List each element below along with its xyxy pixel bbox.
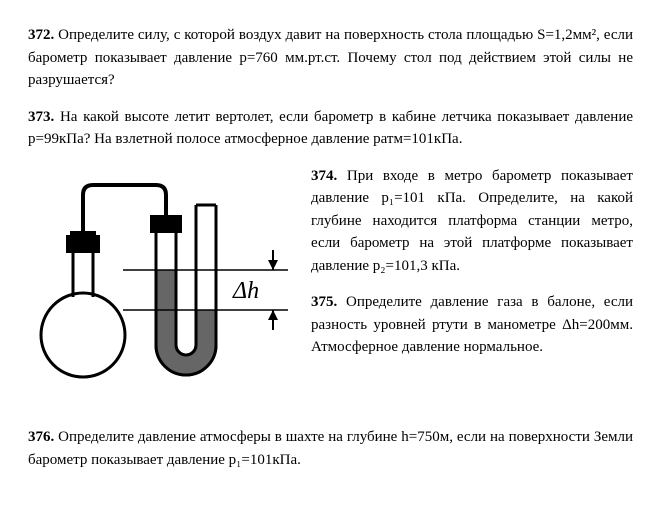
- problem-number: 373.: [28, 109, 54, 125]
- problem-373: 373. На какой высоте летит вертолет, есл…: [28, 106, 633, 151]
- problem-374: 374. При входе в метро барометр показыва…: [311, 165, 633, 278]
- problem-text: Определите давление газа в балоне, если …: [311, 294, 633, 355]
- delta-h-label: Δh: [232, 278, 259, 304]
- problem-375: 375. Определите давление газа в балоне, …: [311, 291, 633, 359]
- manometer-svg: Δh: [28, 165, 293, 405]
- text-column: 374. При входе в метро барометр показыва…: [311, 165, 633, 373]
- problem-number: 374.: [311, 168, 337, 184]
- problem-text: При входе в метро барометр показывает да…: [311, 168, 633, 274]
- problem-number: 376.: [28, 429, 54, 445]
- manometer-figure: Δh: [28, 165, 293, 413]
- problem-text: Определите силу, с которой воздух давит …: [28, 27, 633, 88]
- problem-text: Определите давление атмосферы в шахте на…: [28, 429, 633, 468]
- problem-number: 372.: [28, 27, 54, 43]
- problem-number: 375.: [311, 294, 337, 310]
- problem-text: На какой высоте летит вертолет, если бар…: [28, 109, 633, 148]
- figure-and-text-row: Δh 374. При входе в метро барометр показ…: [28, 165, 633, 413]
- problem-376: 376. Определите давление атмосферы в шах…: [28, 426, 633, 471]
- problem-372: 372. Определите силу, с которой воздух д…: [28, 24, 633, 92]
